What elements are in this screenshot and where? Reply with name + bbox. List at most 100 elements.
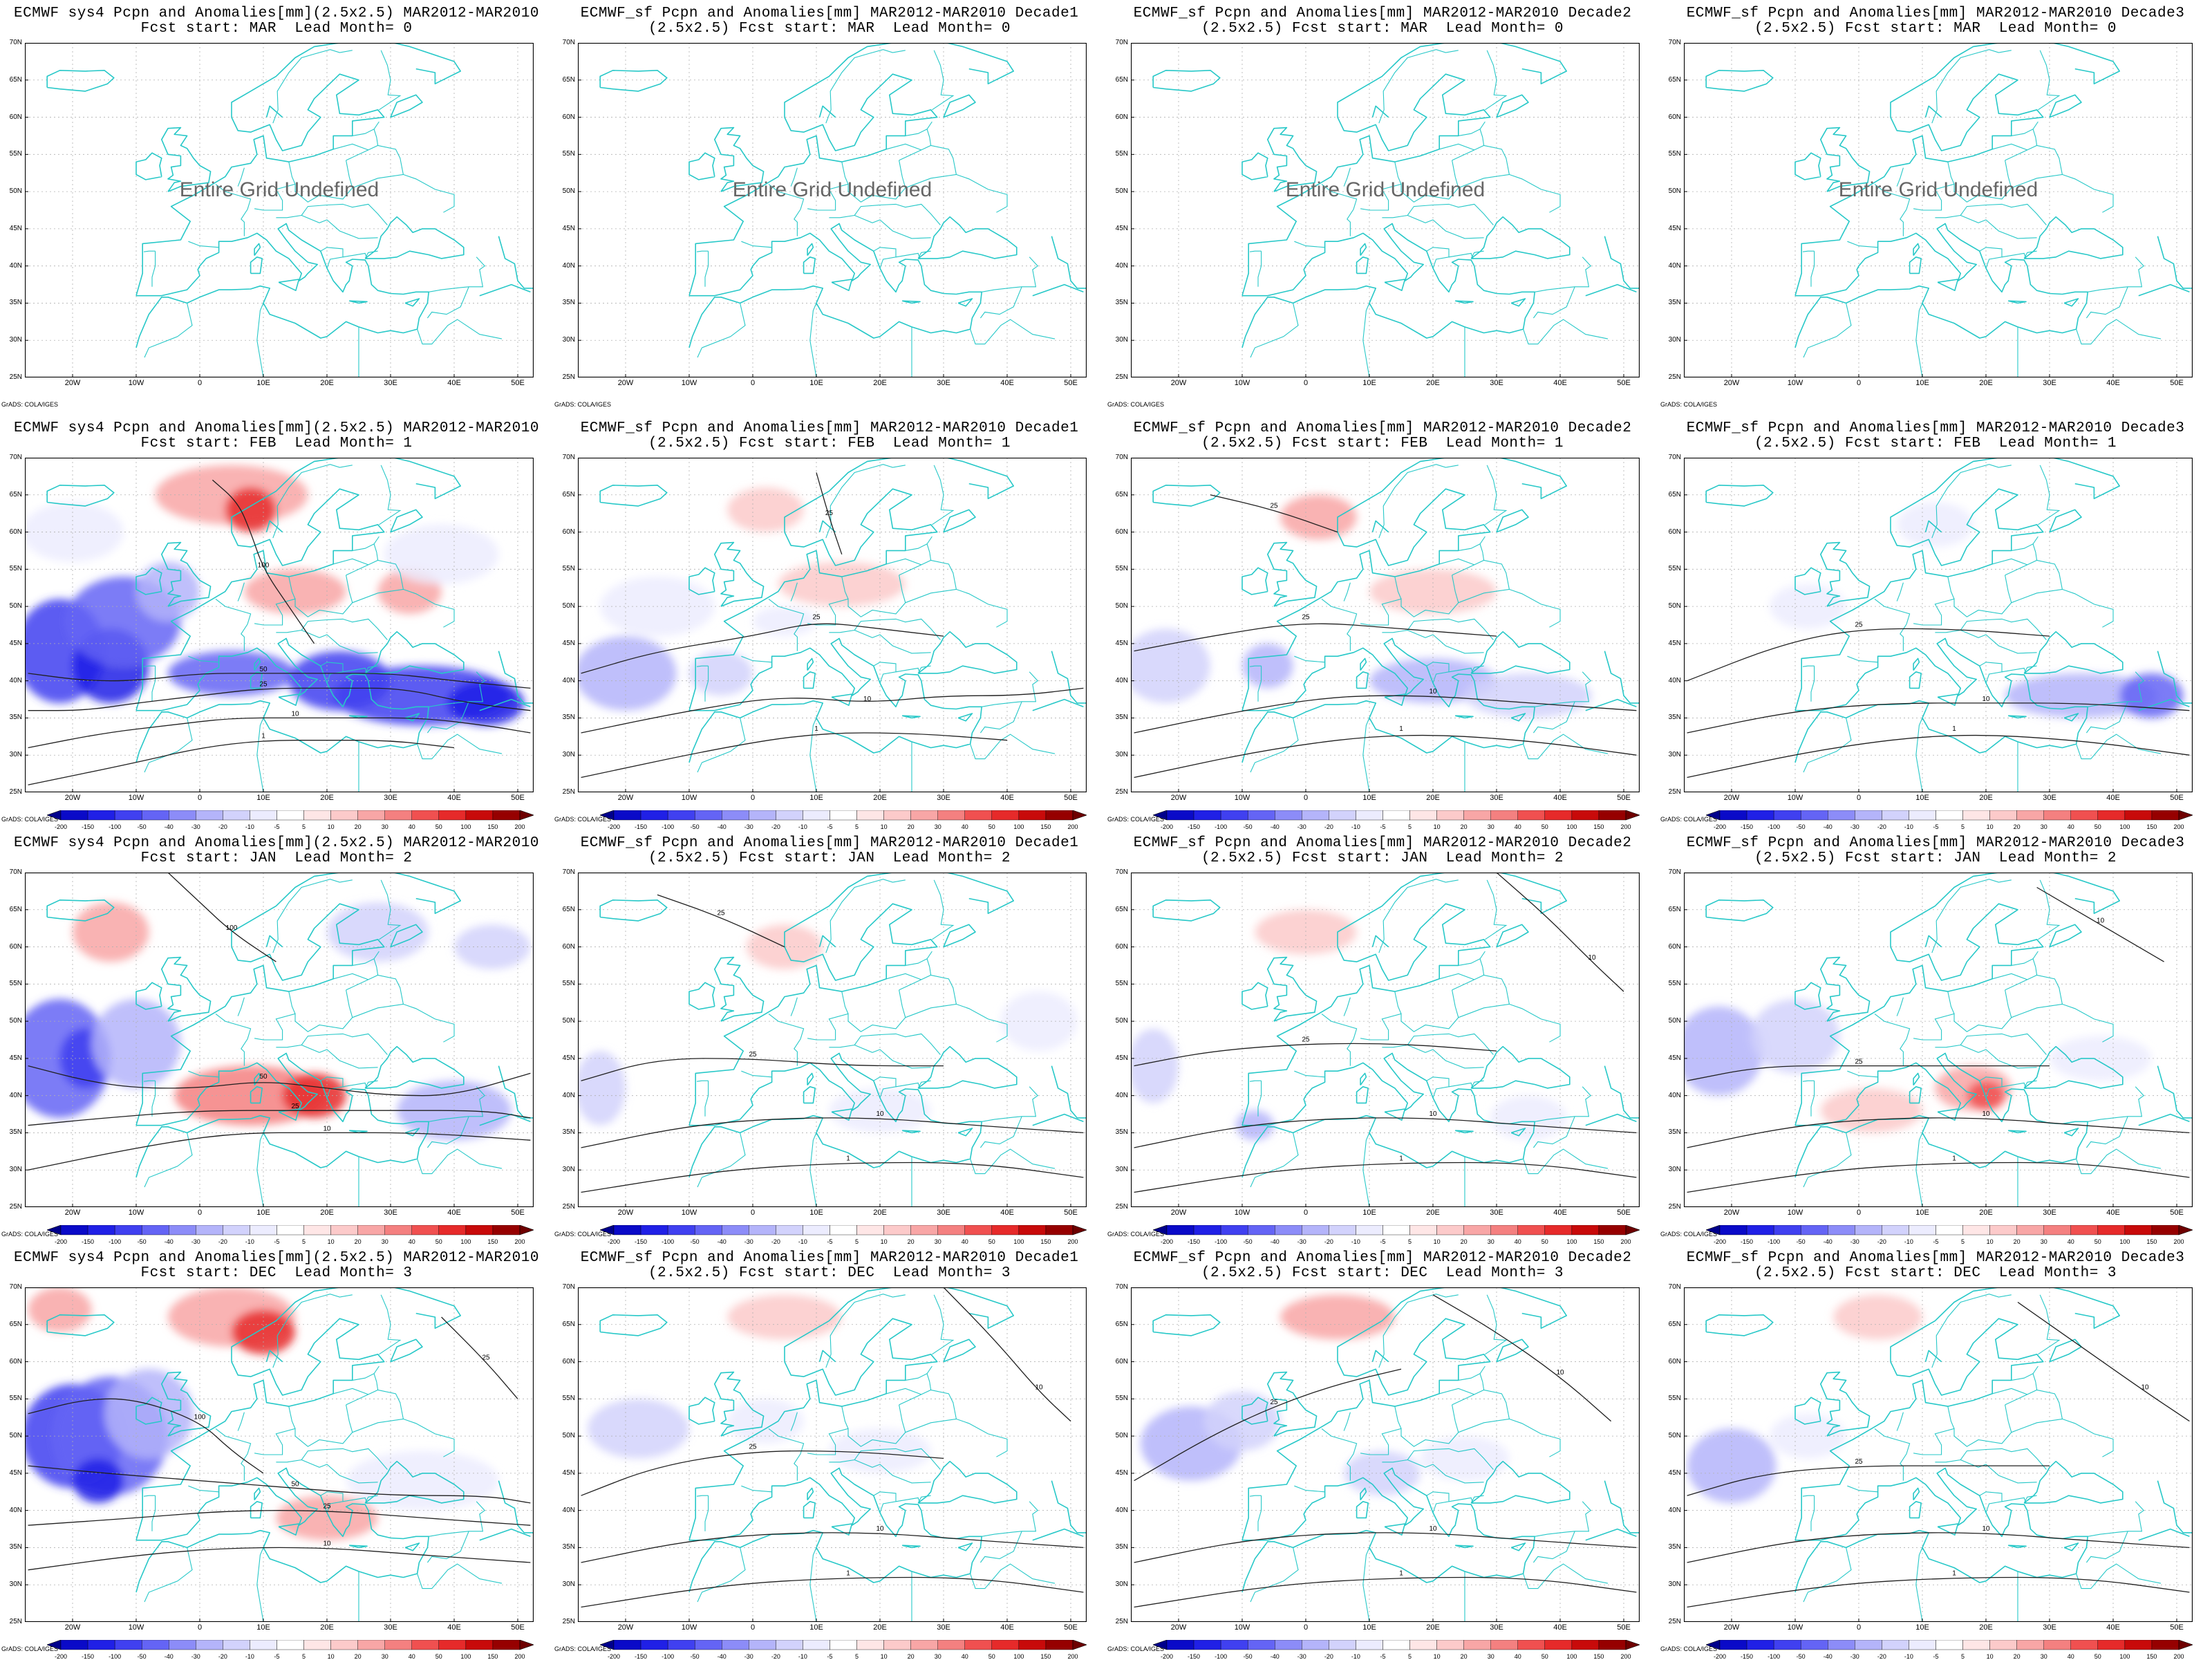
border-line [429, 1501, 486, 1537]
coastline [1909, 1500, 1922, 1519]
map-panel: ECMWF sys4 Pcpn and Anomalies[mm](2.5x2.… [0, 0, 553, 415]
coastline [1924, 105, 1942, 118]
border-line [1485, 465, 1508, 525]
y-tick-label: 65N [1115, 75, 1128, 84]
coastline [1604, 1065, 1640, 1119]
coastline [135, 1287, 462, 1540]
colorbar [1705, 1639, 2193, 1654]
colorbar-label: -10 [1351, 823, 1360, 830]
colorbar-label: 200 [2173, 1653, 2184, 1660]
y-tick-label: 35N [1668, 299, 1681, 307]
border-line [346, 951, 379, 991]
border-line [1250, 303, 1299, 358]
colorbar-label: 5 [1961, 1653, 1965, 1660]
coastline [1820, 956, 1871, 1022]
colorbar-swatch [1382, 810, 1410, 821]
colorbar-label: -5 [827, 1238, 833, 1245]
colorbar-label: 50 [988, 1653, 995, 1660]
coastline [404, 713, 420, 722]
coastline [1241, 873, 1568, 1126]
map-frame [1684, 43, 2193, 377]
coastline [943, 1339, 976, 1363]
colorbar-swatch [1719, 1639, 1747, 1650]
border-line [2036, 1389, 2063, 1419]
colorbar-right-arrow [1625, 1639, 1640, 1650]
contour-label: 1 [846, 1569, 850, 1577]
y-tick-label: 70N [562, 1283, 575, 1291]
colorbar-label: 200 [1620, 1238, 1631, 1245]
x-tick-label: 20E [1979, 794, 1993, 802]
y-tick-label: 50N [562, 1017, 575, 1025]
contour-line [1687, 702, 2190, 734]
x-tick-label: 20W [64, 379, 81, 387]
coastline [1241, 43, 1568, 296]
border-line [352, 588, 455, 628]
colorbar-label: 30 [381, 823, 388, 830]
colorbar-label: 10 [327, 823, 335, 830]
contour-line [1432, 1294, 1612, 1422]
colorbar-label: 40 [1514, 823, 1521, 830]
border-line [1931, 879, 2012, 953]
border-line [1803, 303, 1852, 358]
colorbar-label: -10 [245, 1238, 254, 1245]
x-tick-label: 50E [511, 379, 525, 387]
colorbar-swatch [991, 810, 1020, 821]
colorbar-label: -40 [164, 1238, 174, 1245]
x-tick-label: 0 [750, 379, 756, 387]
colorbar-swatch [141, 1639, 169, 1650]
border-line [254, 160, 353, 211]
country-borders [696, 464, 1056, 792]
border-line [1448, 667, 1474, 675]
x-tick-label: 50E [511, 794, 525, 802]
border-line [377, 1389, 404, 1419]
x-tick-label: 40E [2106, 794, 2120, 802]
panel-subtitle: Fcst start: MAR Lead Month= 0 [140, 21, 413, 37]
contour-label: 10 [1982, 1525, 1990, 1533]
anomaly-blob [778, 561, 906, 607]
colorbar-label: -5 [274, 1653, 280, 1660]
y-tick-label: 65N [1115, 905, 1128, 913]
coastline [2008, 1545, 2027, 1549]
coastline [2049, 1339, 2082, 1363]
border-line [276, 203, 388, 225]
border-line [1439, 143, 1474, 151]
colorbar-label: -20 [218, 1238, 227, 1245]
anomaly-blob [1369, 658, 1497, 703]
anomaly-blob [244, 569, 346, 614]
anomaly-blob [727, 487, 804, 532]
coastline [1794, 1397, 1821, 1425]
colorbar-label: 150 [487, 823, 498, 830]
grads-credit: GrADS: COLA/IGES [1, 1231, 59, 1238]
border-line [1458, 588, 1561, 628]
x-tick-label: 30E [1490, 1209, 1503, 1217]
colorbar-label: -50 [137, 1653, 147, 1660]
map-frame [1684, 873, 2193, 1207]
x-tick-label: 20E [873, 1209, 887, 1217]
panel-title: ECMWF_sf Pcpn and Anomalies[mm] MAR2012-… [1133, 420, 1632, 436]
colorbar-right-arrow [519, 810, 534, 821]
x-tick-label: 40E [1553, 1623, 1567, 1632]
colorbar-swatch [276, 810, 304, 821]
border-line [905, 958, 928, 966]
colorbar-label: -200 [54, 1238, 68, 1245]
coastline [2008, 1130, 2027, 1134]
precip-contours [581, 472, 1084, 778]
coastlines [599, 43, 1087, 348]
coastline [714, 1371, 765, 1437]
colorbar-label: -30 [1297, 1653, 1306, 1660]
border-line [2011, 174, 2114, 213]
y-tick-label: 55N [1668, 1395, 1681, 1403]
border-line [2001, 1082, 2027, 1090]
border-line [2086, 286, 2128, 319]
panel-subtitle: (2.5x2.5) Fcst start: DEC Lead Month= 3 [1754, 1265, 2117, 1281]
border-line [342, 667, 368, 675]
y-tick-label: 30N [1115, 1166, 1128, 1174]
map-svg [578, 43, 1087, 377]
contour-line [1687, 628, 2050, 682]
x-tick-label: 30E [937, 1623, 950, 1632]
y-tick-label: 30N [1668, 1166, 1681, 1174]
colorbar-swatch [937, 1639, 965, 1650]
y-tick-label: 50N [562, 602, 575, 610]
colorbar-swatch [640, 1639, 668, 1650]
